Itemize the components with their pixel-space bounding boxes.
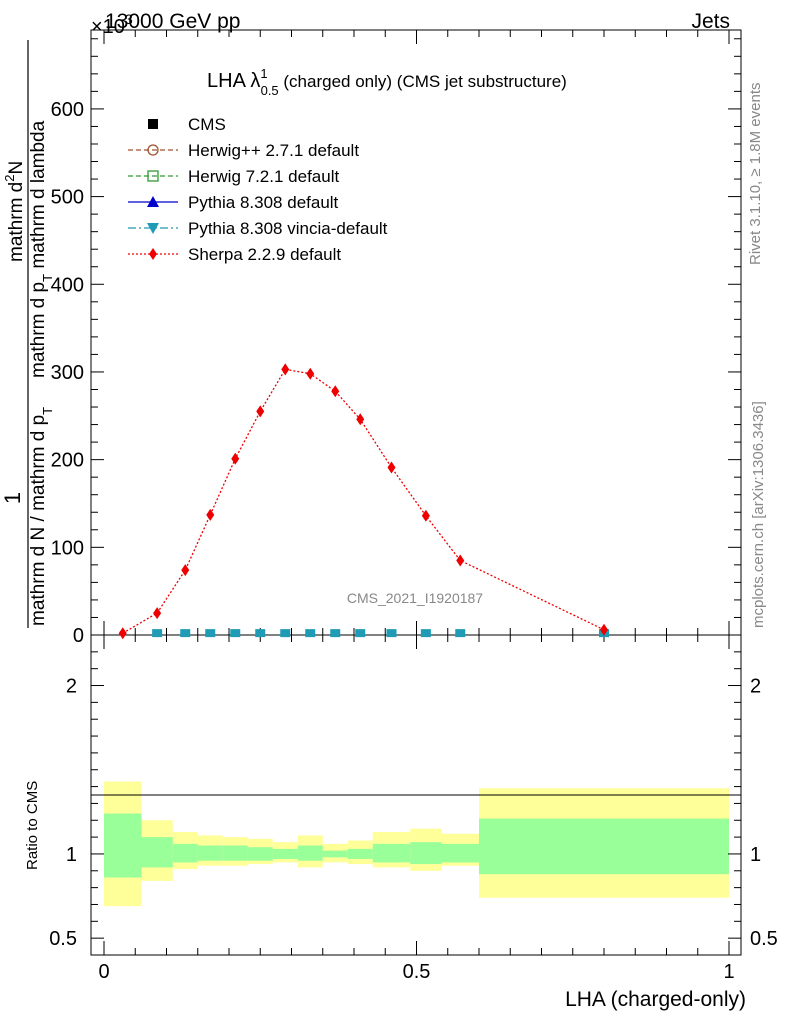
- legend-marker: [147, 144, 159, 156]
- vincia-point: [305, 629, 316, 638]
- legend-label: Pythia 8.308 default: [188, 193, 339, 212]
- y-tick-label-main: 500: [51, 187, 84, 209]
- svg-text:mathrm d pT mathrm d lambda: mathrm d pT mathrm d lambda: [28, 120, 55, 378]
- inner-band-bin: [347, 848, 373, 859]
- inner-band-bin: [410, 842, 442, 865]
- svg-text:mathrm d N / mathrm d pT: mathrm d N / mathrm d pT: [28, 407, 55, 626]
- axis-ticks: 0 100 200 300 400 500 600 0 0.5 1 0.5 0.5 1 1 2 2: [49, 30, 778, 983]
- plot-title: LHA λ1 0.5 (charged only) (CMS jet substr…: [207, 66, 567, 98]
- x-tick-label: 0: [98, 961, 109, 983]
- watermark: CMS_2021_I1920187: [347, 590, 483, 606]
- sherpa-point: [181, 564, 190, 577]
- y-tick-label-main: 600: [51, 99, 84, 121]
- vincia-point: [152, 629, 163, 638]
- sherpa-point: [600, 623, 608, 636]
- sherpa-point: [421, 509, 430, 522]
- legend-label: Herwig++ 2.7.1 default: [188, 141, 359, 160]
- legend: CMS Herwig++ 2.7.1 default Herwig 7.2.1 de…: [128, 115, 388, 264]
- inner-band-bin: [141, 837, 173, 868]
- y-axis-label-main: 1 mathrm d N / mathrm d pT mathrm d2N ma…: [0, 40, 55, 628]
- series-pythia-vincia: [152, 629, 609, 638]
- vincia-point: [455, 629, 466, 638]
- vincia-point: [205, 629, 216, 638]
- legend-marker: [148, 119, 158, 129]
- sherpa-point: [387, 461, 396, 474]
- y-tick-label-main: 400: [51, 274, 84, 296]
- x-tick-label: 0.5: [403, 961, 431, 983]
- mcplots-label: mcplots.cern.ch [arXiv:1306.3436]: [750, 401, 767, 628]
- y-tick-label-main: 0: [73, 625, 84, 647]
- vincia-point: [330, 629, 341, 638]
- header-right: Jets: [691, 10, 730, 33]
- x-axis-label: LHA (charged-only): [565, 988, 746, 1011]
- rivet-label: Rivet 3.1.10, ≥ 1.8M events: [747, 83, 764, 266]
- exponent-label: ×103: [91, 11, 133, 38]
- legend-marker: [149, 248, 157, 260]
- inner-band-bin: [372, 843, 411, 863]
- inner-band-bin: [479, 818, 729, 875]
- y-axis-label-ratio: Ratio to CMS: [24, 781, 41, 870]
- sherpa-point: [356, 413, 365, 426]
- legend-marker: [147, 223, 159, 234]
- sherpa-point: [118, 627, 127, 640]
- sherpa-point: [331, 385, 340, 398]
- sherpa-point: [281, 363, 290, 376]
- sherpa-point: [231, 452, 240, 465]
- sherpa-point: [256, 405, 265, 418]
- inner-band-bin: [222, 845, 248, 861]
- inner-band-bin: [272, 848, 298, 859]
- y-tick-label-ratio: 0.5: [49, 928, 77, 950]
- y-tick-label-main: 200: [51, 450, 84, 472]
- inner-band-bin: [104, 813, 142, 878]
- y-tick-label-ratio: 2: [66, 676, 77, 698]
- sherpa-point: [206, 508, 215, 521]
- legend-label: Pythia 8.308 vincia-default: [188, 219, 388, 238]
- y-tick-label-ratio: 1: [66, 844, 77, 866]
- legend-marker: [147, 170, 159, 182]
- sherpa-point: [306, 367, 315, 380]
- y-tick-label-ratio-right: 2: [750, 676, 761, 698]
- inner-band-bin: [197, 845, 223, 861]
- vincia-point: [280, 629, 291, 638]
- inner-band-bin: [297, 845, 323, 861]
- inner-band-bin: [441, 843, 479, 863]
- y-tick-label-main: 300: [51, 362, 84, 384]
- x-tick-label: 1: [723, 961, 734, 983]
- vincia-point: [255, 629, 266, 638]
- vincia-point: [230, 629, 241, 638]
- vincia-point: [180, 629, 191, 638]
- svg-text:mathrm d2N: mathrm d2N: [2, 161, 27, 262]
- inner-band-bin: [172, 843, 198, 863]
- series-sherpa: [118, 363, 608, 640]
- sherpa-point: [456, 554, 465, 567]
- legend-label: CMS: [188, 115, 226, 134]
- legend-marker: [147, 196, 159, 207]
- vincia-point: [355, 629, 366, 638]
- svg-text:1: 1: [0, 492, 25, 504]
- sherpa-point: [153, 607, 162, 620]
- y-tick-label-main: 100: [51, 537, 84, 559]
- ratio-band-inner: [104, 813, 729, 878]
- inner-band-bin: [322, 850, 348, 858]
- header-left: 13000 GeV pp: [105, 10, 240, 33]
- vincia-point: [386, 629, 397, 638]
- legend-label: Herwig 7.2.1 default: [188, 167, 339, 186]
- vincia-point: [420, 629, 431, 638]
- inner-band-bin: [247, 847, 273, 861]
- y-tick-label-ratio-right: 0.5: [750, 928, 778, 950]
- legend-label: Sherpa 2.2.9 default: [188, 245, 341, 264]
- y-tick-label-ratio-right: 1: [750, 844, 761, 866]
- sherpa-line: [122, 368, 605, 634]
